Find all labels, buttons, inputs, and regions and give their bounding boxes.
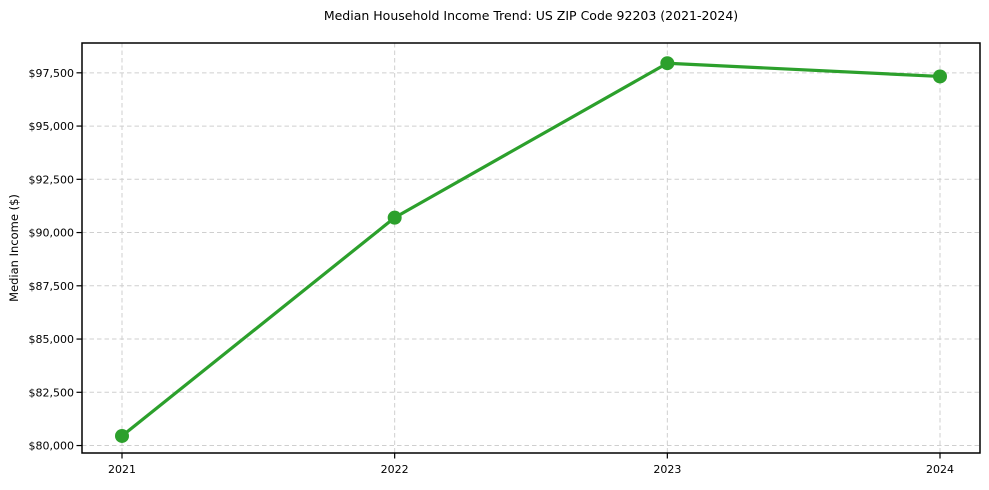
data-point <box>115 428 129 443</box>
x-tick-label: 2022 <box>381 463 409 476</box>
y-tick-label: $80,000 <box>29 440 75 453</box>
y-tick-label: $97,500 <box>29 67 75 80</box>
y-tick-label: $90,000 <box>29 227 75 240</box>
y-tick-label: $92,500 <box>29 173 75 186</box>
trend-line <box>120 61 942 438</box>
data-point <box>387 210 402 225</box>
y-tick-label: $85,000 <box>29 333 75 346</box>
data-point <box>933 69 947 84</box>
data-point <box>660 56 675 71</box>
chart-title: Median Household Income Trend: US ZIP Co… <box>323 8 739 23</box>
x-tick-label: 2023 <box>653 463 681 476</box>
x-tick-label: 2021 <box>108 463 136 476</box>
y-tick-label: $82,500 <box>29 386 75 399</box>
x-tick-label: 2024 <box>926 463 954 476</box>
y-tick-label: $87,500 <box>29 280 75 293</box>
y-tick-label: $95,000 <box>29 120 75 133</box>
plot-border <box>81 42 981 454</box>
